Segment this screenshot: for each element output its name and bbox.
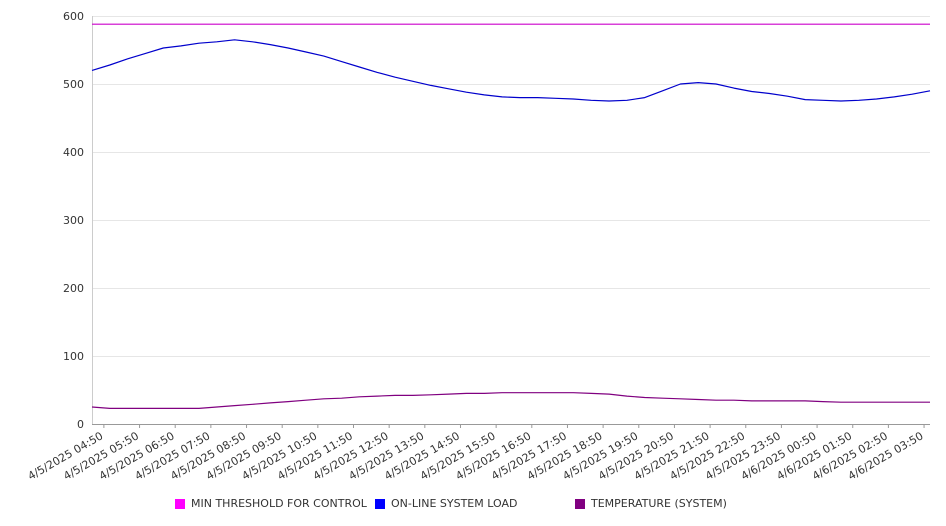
y-tick-label: 400	[63, 146, 84, 159]
gridlines	[92, 16, 930, 357]
legend-item-system-load[interactable]: ON-LINE SYSTEM LOAD	[375, 497, 517, 510]
x-axis-tick-labels: 4/5/2025 04:504/5/2025 05:504/5/2025 06:…	[26, 429, 926, 483]
legend-item-min-threshold[interactable]: MIN THRESHOLD FOR CONTROL	[175, 497, 367, 510]
legend-label-min-threshold: MIN THRESHOLD FOR CONTROL	[191, 497, 367, 510]
legend-swatch-system-load	[375, 498, 385, 509]
legend-swatch-min-threshold	[175, 498, 185, 509]
series-line-system-load[interactable]	[91, 39, 931, 102]
legend-swatch-temperature	[575, 498, 585, 509]
series-lines	[91, 23, 931, 409]
y-axis-tick-labels: 0 100 200 300 400 500 600	[63, 10, 84, 431]
legend-label-system-load: ON-LINE SYSTEM LOAD	[391, 497, 518, 510]
y-tick-label: 200	[63, 282, 84, 295]
series-line-temperature[interactable]	[91, 392, 930, 409]
legend-item-temperature[interactable]: TEMPERATURE (SYSTEM)	[575, 497, 727, 510]
legend: MIN THRESHOLD FOR CONTROL ON-LINE SYSTEM…	[0, 497, 946, 515]
y-tick-label: 500	[63, 78, 84, 91]
axes	[92, 16, 930, 428]
y-tick-label: 100	[63, 350, 84, 363]
legend-label-temperature: TEMPERATURE (SYSTEM)	[591, 497, 727, 510]
y-tick-label: 300	[63, 214, 84, 227]
y-tick-label: 600	[63, 10, 84, 23]
y-tick-label: 0	[77, 418, 84, 431]
